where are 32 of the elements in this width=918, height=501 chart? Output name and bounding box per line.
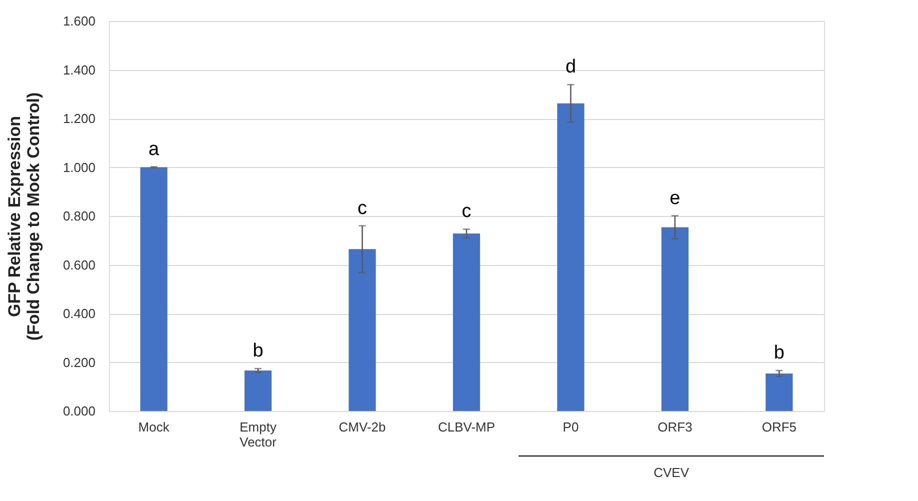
annotation: a [148, 138, 160, 160]
bar [661, 227, 689, 411]
annotation: b [252, 340, 264, 362]
bar [766, 373, 793, 411]
y-tick-label: 1.400 [62, 62, 96, 78]
x-tick-label: ORF5 [762, 420, 797, 434]
x-tick-label: ORF3 [658, 420, 692, 434]
bar [452, 234, 480, 411]
annotation: e [670, 188, 680, 209]
bar [348, 249, 376, 411]
annotation: c [462, 201, 472, 222]
x-tick-label: Mock [138, 420, 170, 434]
y-tick-label: 0.400 [62, 306, 96, 321]
y-tick-label: 1.600 [62, 14, 96, 28]
text: CVEV [654, 465, 690, 480]
bar [140, 167, 168, 411]
annotation: d [565, 56, 576, 78]
y-axis-title: GFP Relative Expression (Fold Change to Mock Control) [4, 92, 43, 341]
annotation: c [358, 198, 368, 219]
y-tick-label: 1.200 [62, 111, 96, 126]
bar [244, 370, 272, 411]
x-tick-label: CMV-2b [338, 420, 386, 434]
y-tick-label: 1.000 [62, 160, 96, 175]
y-tick-label: 0.600 [62, 257, 96, 272]
x-tick-label: Empty Vector [240, 420, 278, 450]
y-tick-label: 0.000 [62, 404, 96, 418]
x-tick-label: P0 [562, 420, 579, 434]
y-tick-label: 0.200 [62, 354, 96, 370]
annotation: b [774, 342, 784, 364]
bar [557, 103, 584, 411]
y-tick-label: 0.800 [62, 208, 96, 224]
x-tick-label: CLBV-MP [438, 420, 496, 434]
